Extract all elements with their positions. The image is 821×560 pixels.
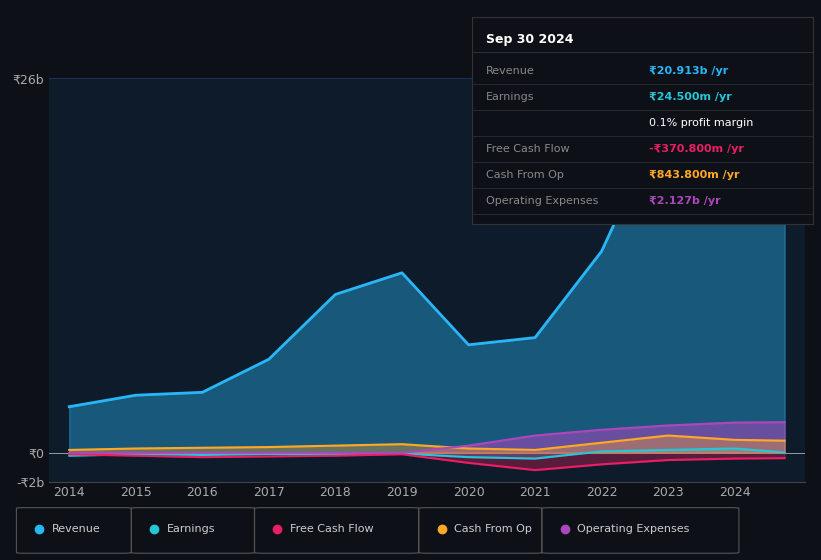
Text: Revenue: Revenue — [486, 66, 534, 76]
Text: Revenue: Revenue — [52, 524, 100, 534]
Text: Earnings: Earnings — [167, 524, 215, 534]
Text: Sep 30 2024: Sep 30 2024 — [486, 34, 573, 46]
Text: Free Cash Flow: Free Cash Flow — [486, 144, 569, 154]
Text: ₹20.913b /yr: ₹20.913b /yr — [649, 66, 728, 76]
Text: Free Cash Flow: Free Cash Flow — [290, 524, 374, 534]
Text: ₹2.127b /yr: ₹2.127b /yr — [649, 195, 721, 206]
Text: Cash From Op: Cash From Op — [454, 524, 532, 534]
Text: -₹370.800m /yr: -₹370.800m /yr — [649, 144, 744, 154]
Text: Operating Expenses: Operating Expenses — [577, 524, 690, 534]
Text: Cash From Op: Cash From Op — [486, 170, 563, 180]
Text: ₹843.800m /yr: ₹843.800m /yr — [649, 170, 740, 180]
Text: Earnings: Earnings — [486, 92, 534, 102]
Text: 0.1% profit margin: 0.1% profit margin — [649, 118, 754, 128]
Text: Operating Expenses: Operating Expenses — [486, 195, 598, 206]
Text: ₹24.500m /yr: ₹24.500m /yr — [649, 92, 732, 102]
